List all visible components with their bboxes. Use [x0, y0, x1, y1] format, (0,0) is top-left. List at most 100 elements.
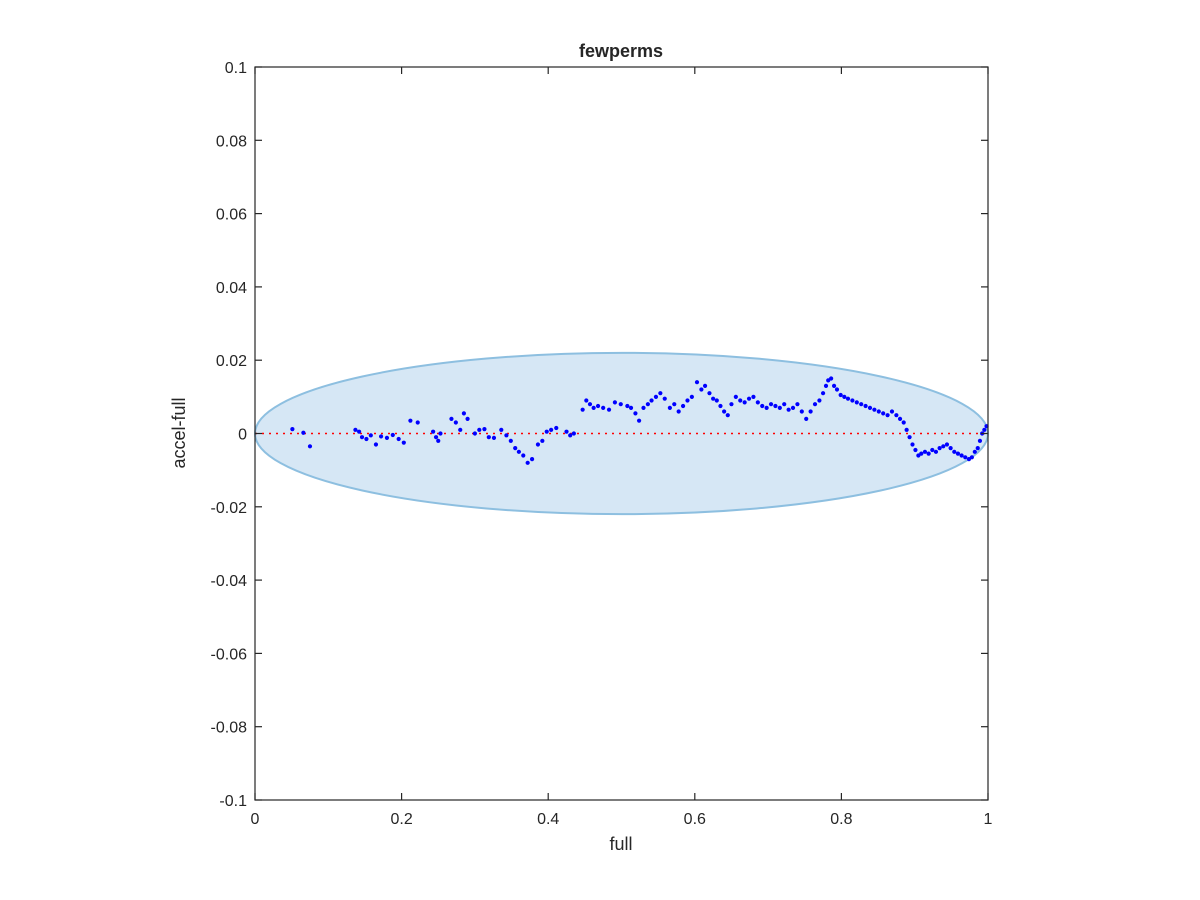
data-point [787, 408, 791, 412]
data-point [601, 406, 605, 410]
data-point [960, 453, 964, 457]
data-point [607, 408, 611, 412]
data-point [513, 446, 517, 450]
data-point [477, 428, 481, 432]
data-point [677, 409, 681, 413]
data-point [941, 444, 945, 448]
data-point [357, 430, 361, 434]
y-tick-label: 0.06 [216, 207, 247, 224]
data-point [646, 402, 650, 406]
data-point [973, 450, 977, 454]
data-point [699, 387, 703, 391]
data-point [681, 404, 685, 408]
data-point [668, 406, 672, 410]
data-point [416, 420, 420, 424]
data-point [850, 398, 854, 402]
data-point [499, 428, 503, 432]
data-point [581, 408, 585, 412]
data-point [454, 420, 458, 424]
data-point [859, 402, 863, 406]
data-point [588, 402, 592, 406]
data-point [978, 439, 982, 443]
data-point [743, 400, 747, 404]
data-point [842, 395, 846, 399]
y-tick-label: 0.1 [225, 60, 247, 77]
data-point [747, 397, 751, 401]
data-point [649, 398, 653, 402]
data-point [641, 406, 645, 410]
data-point [353, 428, 357, 432]
data-point [526, 461, 530, 465]
data-point [711, 397, 715, 401]
data-point [919, 452, 923, 456]
data-point [872, 408, 876, 412]
data-point [465, 417, 469, 421]
data-point [707, 391, 711, 395]
data-point [369, 433, 373, 437]
data-point [434, 435, 438, 439]
data-point [301, 431, 305, 435]
data-point [308, 444, 312, 448]
data-point [436, 439, 440, 443]
y-tick-label: -0.08 [211, 720, 248, 737]
y-tick-label: -0.02 [211, 500, 248, 517]
data-point [863, 404, 867, 408]
data-point [385, 436, 389, 440]
data-point [930, 448, 934, 452]
data-point [898, 417, 902, 421]
data-point [658, 391, 662, 395]
data-point [530, 457, 534, 461]
data-point [795, 402, 799, 406]
data-point [913, 448, 917, 452]
data-point [817, 398, 821, 402]
data-point [360, 435, 364, 439]
data-point [855, 400, 859, 404]
data-point [364, 437, 368, 441]
data-point [619, 402, 623, 406]
data-point [592, 406, 596, 410]
data-point [722, 409, 726, 413]
data-point [568, 433, 572, 437]
data-point [509, 439, 513, 443]
data-point [769, 402, 773, 406]
data-point [637, 419, 641, 423]
data-point [756, 400, 760, 404]
data-point [431, 430, 435, 434]
data-point [663, 397, 667, 401]
data-point [584, 398, 588, 402]
y-tick-label: -0.1 [219, 793, 247, 810]
data-point [672, 402, 676, 406]
data-point [473, 431, 477, 435]
data-point [945, 442, 949, 446]
data-point [487, 435, 491, 439]
data-point [379, 434, 383, 438]
x-tick-label: 1 [984, 811, 993, 828]
data-point [773, 404, 777, 408]
x-tick-label: 0.6 [684, 811, 706, 828]
data-point [970, 455, 974, 459]
data-point [923, 450, 927, 454]
data-point [492, 436, 496, 440]
data-point [726, 413, 730, 417]
data-point [402, 441, 406, 445]
data-point [868, 406, 872, 410]
data-point [504, 433, 508, 437]
data-point [976, 446, 980, 450]
data-point [449, 417, 453, 421]
data-point [938, 446, 942, 450]
data-point [956, 452, 960, 456]
data-point [391, 433, 395, 437]
data-point [809, 409, 813, 413]
data-point [952, 450, 956, 454]
y-tick-label: 0.08 [216, 133, 247, 150]
data-point [751, 395, 755, 399]
data-point [695, 380, 699, 384]
y-tick-label: -0.04 [211, 573, 248, 590]
data-point [738, 398, 742, 402]
data-point [536, 442, 540, 446]
data-point [572, 431, 576, 435]
data-point [934, 450, 938, 454]
data-point [765, 406, 769, 410]
data-point [902, 420, 906, 424]
